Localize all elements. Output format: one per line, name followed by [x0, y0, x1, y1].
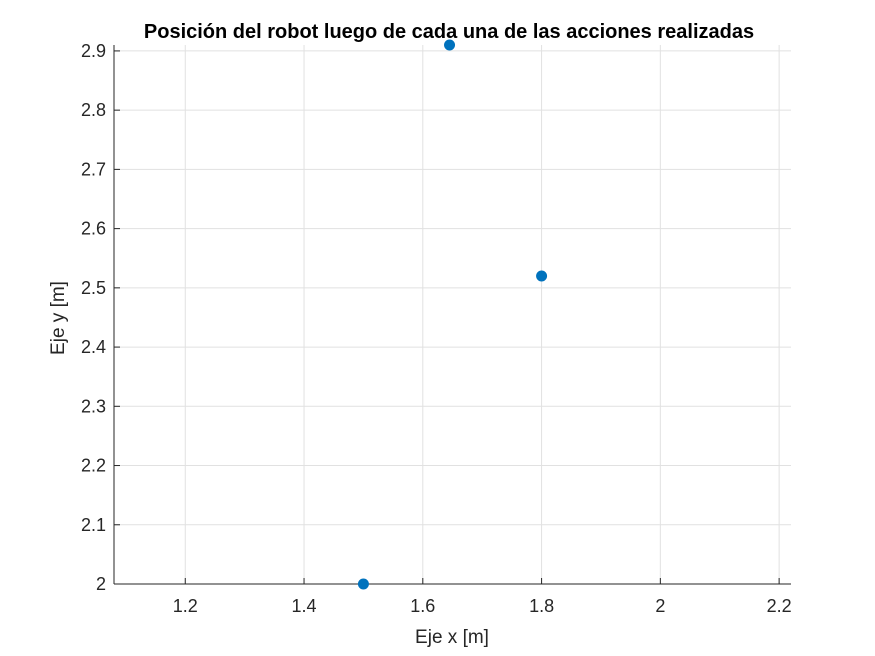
data-points	[357, 39, 548, 590]
x-tick-label: 1.6	[410, 596, 435, 616]
data-point	[536, 270, 548, 282]
plot-background	[114, 45, 791, 584]
x-tick-label: 1.2	[173, 596, 198, 616]
y-tick-label: 2.9	[81, 41, 106, 61]
y-tick-label: 2.7	[81, 159, 106, 179]
axes	[113, 45, 791, 585]
y-tick-label: 2	[96, 574, 106, 594]
x-tick-label: 1.8	[529, 596, 554, 616]
grid	[114, 45, 791, 585]
chart-title: Posición del robot luego de cada una de …	[144, 21, 754, 43]
data-point	[444, 39, 456, 51]
ticks: 1.2 1.4 1.6 1.8 2 2.2 2 2.1 2.2 2.3 2.4 2.5 2.6 2.7 2.…	[81, 41, 792, 616]
x-tick-label: 2.2	[767, 596, 792, 616]
y-tick-label: 2.1	[81, 515, 106, 535]
y-tick-label: 2.5	[81, 278, 106, 298]
y-tick-label: 2.6	[81, 219, 106, 239]
y-tick-label: 2.2	[81, 456, 106, 476]
y-tick-label: 2.4	[81, 337, 106, 357]
x-tick-label: 2	[655, 596, 665, 616]
y-axis-label: Eje y [m]	[48, 281, 69, 355]
x-tick-label: 1.4	[292, 596, 317, 616]
x-axis-label: Eje x [m]	[415, 627, 489, 648]
data-point	[357, 578, 369, 590]
y-tick-label: 2.8	[81, 100, 106, 120]
y-tick-label: 2.3	[81, 396, 106, 416]
